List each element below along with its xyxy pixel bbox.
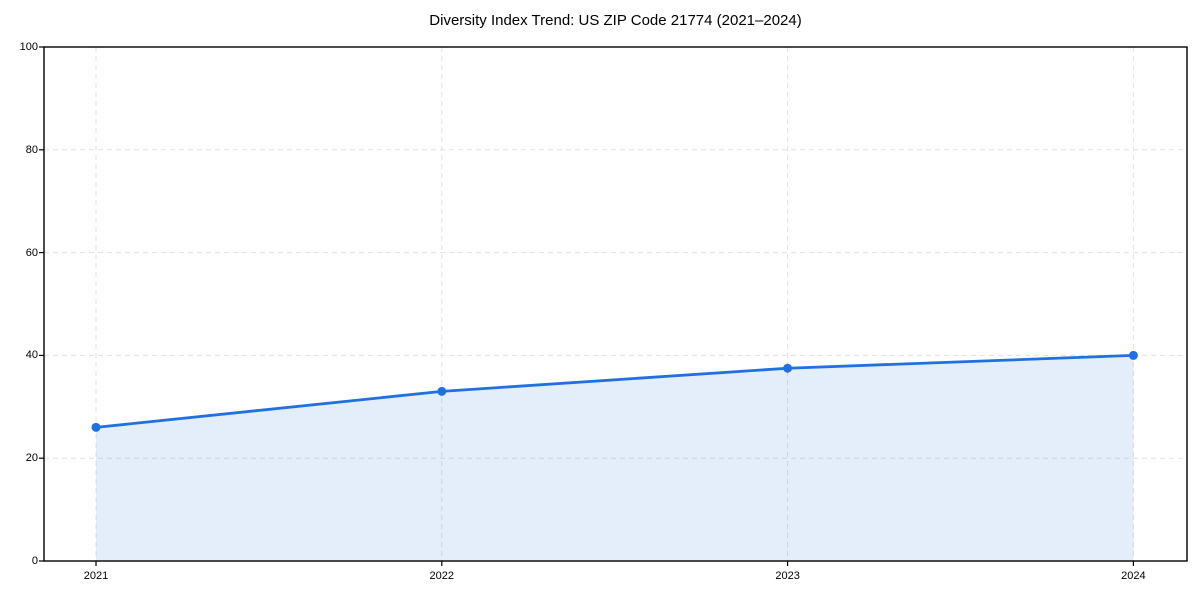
y-axis-tick-label: 0 [31, 555, 38, 567]
area-fill [96, 355, 1134, 561]
y-axis-tick-label: 80 [25, 143, 38, 156]
trend-line [94, 353, 1135, 429]
x-axis-tick-label: 2024 [1121, 570, 1146, 582]
data-point-marker [1128, 350, 1138, 360]
chart-title: Diversity Index Trend: US ZIP Code 21774… [429, 12, 802, 29]
y-axis-tick-label: 20 [25, 452, 38, 465]
y-axis-tick-label: 40 [25, 349, 38, 362]
data-point-marker [437, 386, 447, 396]
y-axis-tick-label: 100 [19, 41, 38, 53]
y-axis-tick-label: 60 [25, 246, 38, 259]
data-point-marker [783, 363, 793, 373]
x-axis-tick-label: 2022 [429, 570, 455, 582]
x-axis-tick-label: 2023 [775, 570, 800, 582]
x-axis-tick-label: 2021 [83, 570, 109, 582]
data-point-marker [91, 422, 101, 432]
plot-border [43, 46, 1188, 562]
